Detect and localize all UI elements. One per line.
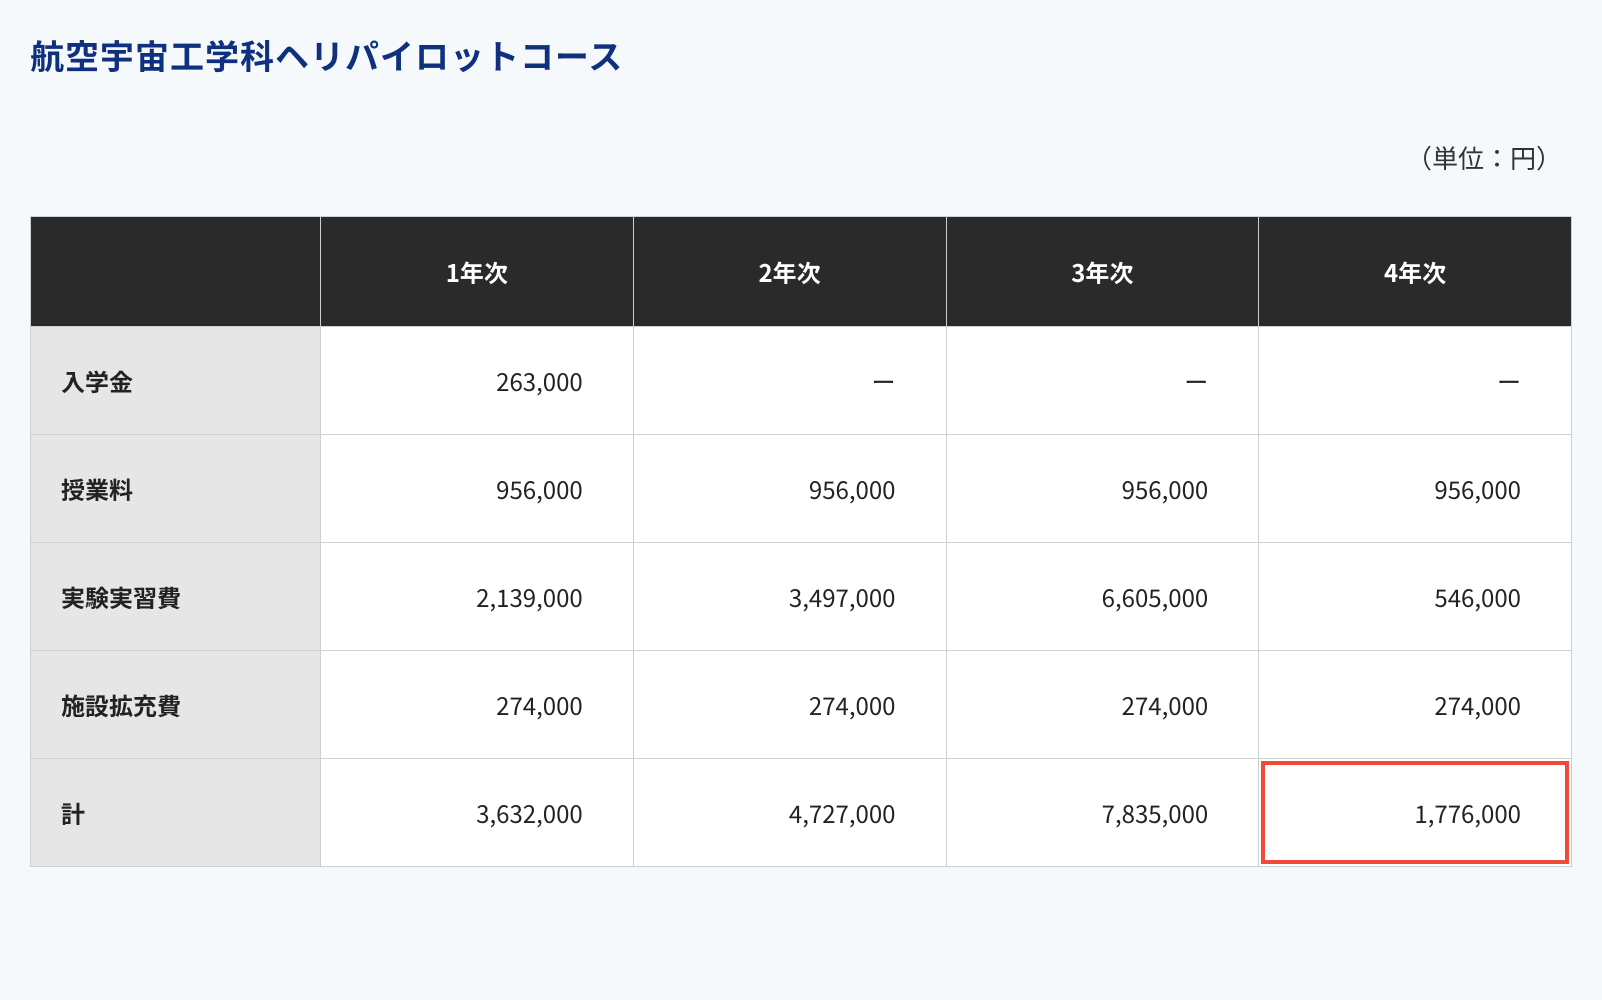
table-row: 施設拡充費 274,000 274,000 274,000 274,000 bbox=[31, 651, 1572, 759]
table-cell: 274,000 bbox=[633, 651, 946, 759]
table-row: 実験実習費 2,139,000 3,497,000 6,605,000 546,… bbox=[31, 543, 1572, 651]
table-cell: 956,000 bbox=[946, 435, 1259, 543]
row-label: 実験実習費 bbox=[31, 543, 321, 651]
table-cell: ー bbox=[1259, 327, 1572, 435]
table-row: 計 3,632,000 4,727,000 7,835,000 1,776,00… bbox=[31, 759, 1572, 867]
table-row: 授業料 956,000 956,000 956,000 956,000 bbox=[31, 435, 1572, 543]
unit-label: （単位：円） bbox=[30, 139, 1572, 176]
row-label: 施設拡充費 bbox=[31, 651, 321, 759]
table-cell: 274,000 bbox=[946, 651, 1259, 759]
row-label: 入学金 bbox=[31, 327, 321, 435]
table-cell: 7,835,000 bbox=[946, 759, 1259, 867]
table-cell: 274,000 bbox=[321, 651, 634, 759]
table-cell: ー bbox=[633, 327, 946, 435]
table-header-year2: 2年次 bbox=[633, 217, 946, 327]
table-cell: 546,000 bbox=[1259, 543, 1572, 651]
table-cell: 956,000 bbox=[321, 435, 634, 543]
row-label: 授業料 bbox=[31, 435, 321, 543]
table-cell: 2,139,000 bbox=[321, 543, 634, 651]
table-header-blank bbox=[31, 217, 321, 327]
table-cell: 263,000 bbox=[321, 327, 634, 435]
table-cell: 956,000 bbox=[633, 435, 946, 543]
table-header-year4: 4年次 bbox=[1259, 217, 1572, 327]
row-label: 計 bbox=[31, 759, 321, 867]
table-cell: ー bbox=[946, 327, 1259, 435]
table-cell: 956,000 bbox=[1259, 435, 1572, 543]
table-cell: 6,605,000 bbox=[946, 543, 1259, 651]
table-cell: 4,727,000 bbox=[633, 759, 946, 867]
table-cell: 274,000 bbox=[1259, 651, 1572, 759]
table-row: 入学金 263,000 ー ー ー bbox=[31, 327, 1572, 435]
table-cell: 3,497,000 bbox=[633, 543, 946, 651]
table-cell-highlighted: 1,776,000 bbox=[1259, 759, 1572, 867]
table-header-row: 1年次 2年次 3年次 4年次 bbox=[31, 217, 1572, 327]
table-header-year3: 3年次 bbox=[946, 217, 1259, 327]
tuition-table: 1年次 2年次 3年次 4年次 入学金 263,000 ー ー ー 授業料 95… bbox=[30, 216, 1572, 867]
table-header-year1: 1年次 bbox=[321, 217, 634, 327]
page-title: 航空宇宙工学科ヘリパイロットコース bbox=[30, 30, 1572, 79]
table-cell: 3,632,000 bbox=[321, 759, 634, 867]
